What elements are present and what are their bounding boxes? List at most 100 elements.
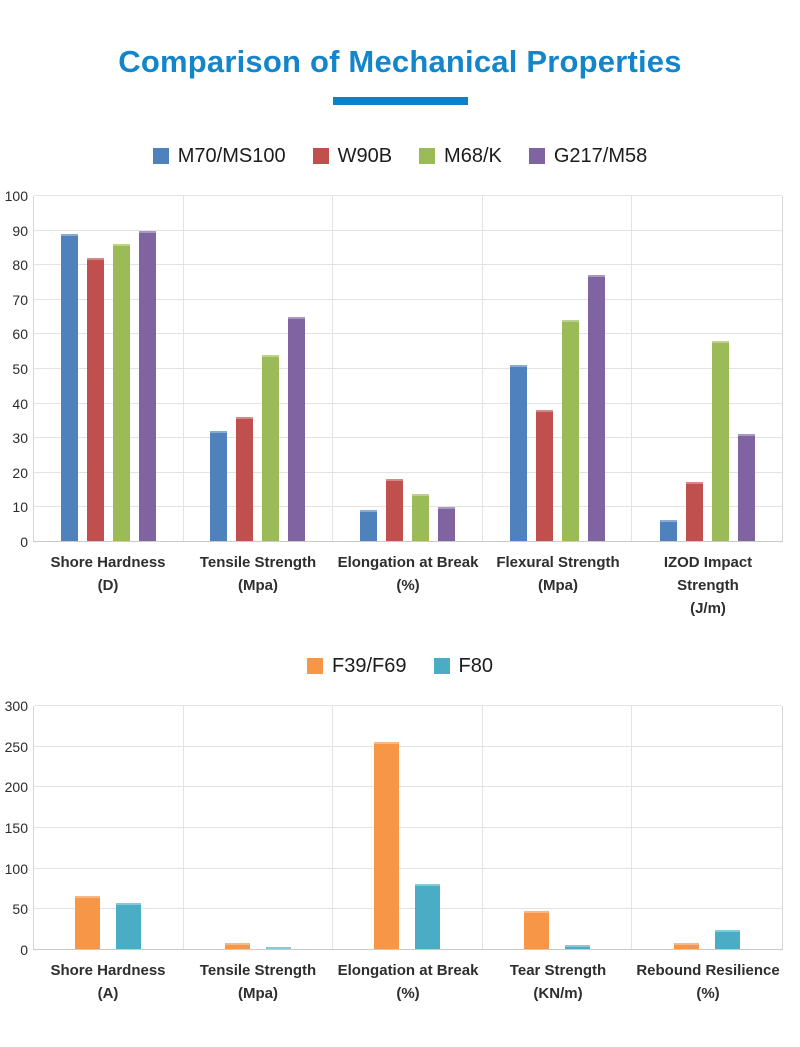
bottom-chart-x-labels: Shore Hardness (A) Tensile Strength (Mpa) El… [33, 959, 783, 1005]
y-axis-tick-label: 90 [12, 222, 28, 239]
bar-m68-k [262, 354, 280, 541]
bar-f39-f69 [75, 896, 101, 949]
y-axis-tick-label: 0 [20, 942, 28, 958]
gridline [34, 827, 782, 828]
bar-m68-k [411, 494, 429, 541]
y-axis-tick-label: 200 [4, 779, 28, 796]
category-name: Tensile Strength [199, 962, 317, 979]
x-axis-category-label: IZOD Impact Strength (J/m) [633, 551, 783, 620]
y-axis-tick-label: 60 [12, 326, 28, 343]
bar-m70-ms100 [210, 430, 228, 541]
gridline [34, 229, 782, 231]
category-column-elongation-at-break [333, 196, 483, 541]
gridline [34, 908, 782, 910]
top-bar-chart: 0 10 20 30 40 50 60 70 80 90 100 [0, 188, 800, 550]
bar-m70-ms100 [60, 233, 78, 541]
bar-g217-m58 [138, 230, 156, 541]
legend-item-w90b: W90B [312, 145, 392, 168]
gridline [34, 437, 782, 439]
title-underline-bar [332, 97, 468, 105]
bar-f80 [415, 884, 441, 949]
legend-swatch-icon [419, 148, 436, 164]
bottom-chart-plot-area [33, 705, 783, 950]
legend-label: F39/F69 [332, 654, 407, 677]
top-chart-legend: M70/MS100 W90B M68/K G217/M58 [0, 141, 800, 171]
category-name: Tear Strength [509, 962, 607, 979]
gridline [34, 264, 782, 266]
y-axis-tick-label: 150 [4, 820, 28, 836]
top-chart-x-labels: Shore Hardness (D) Tensile Strength (Mpa) El… [33, 551, 783, 620]
category-unit: (A) [97, 985, 119, 1002]
bar-f39-f69 [524, 910, 550, 949]
bar-f80 [265, 947, 291, 949]
bar-f80 [116, 902, 142, 949]
legend-label: M70/MS100 [177, 144, 286, 167]
y-axis-tick-label: 100 [4, 860, 28, 877]
category-column-tensile-strength [184, 196, 334, 541]
x-axis-category-label: Flexural Strength (Mpa) [483, 551, 633, 620]
x-axis-category-label: Shore Hardness (D) [33, 551, 183, 620]
y-axis-tick-label: 40 [12, 395, 28, 412]
bottom-chart-section: F39/F69 F80 0 50 100 150 200 250 300 Shore Hard… [0, 651, 800, 1005]
legend-item-f39-f69: F39/F69 [307, 654, 407, 678]
bar-m68-k [711, 340, 729, 541]
gridline [34, 471, 782, 473]
category-name: Elongation at Break [337, 962, 479, 979]
category-column-tensile-strength [184, 706, 334, 949]
gridline [34, 786, 782, 788]
bar-f39-f69 [224, 943, 250, 949]
category-unit: (Mpa) [238, 985, 278, 1002]
bar-w90b [385, 478, 403, 541]
bar-g217-m58 [737, 434, 755, 541]
y-axis-tick-label: 50 [12, 901, 28, 918]
category-name: Flexural Strength [496, 554, 620, 571]
y-axis-tick-label: 70 [12, 291, 28, 308]
category-name: Elongation at Break [337, 554, 479, 571]
bar-g217-m58 [288, 316, 306, 541]
bar-w90b [685, 482, 703, 541]
category-column-flexural-strength [483, 196, 633, 541]
top-chart-plot-area [33, 195, 783, 542]
x-axis-category-label: Tear Strength (KN/m) [483, 959, 633, 1005]
legend-item-m70-ms100: M70/MS100 [152, 144, 286, 168]
bottom-chart-columns [34, 706, 782, 949]
legend-item-f80: F80 [433, 654, 493, 678]
bar-f39-f69 [674, 943, 700, 949]
legend-swatch-icon [312, 148, 329, 164]
legend-label: F80 [458, 654, 493, 677]
bar-m70-ms100 [359, 509, 377, 541]
bar-f39-f69 [374, 742, 400, 949]
bar-g217-m58 [587, 275, 605, 541]
bottom-chart-y-axis: 0 50 100 150 200 250 300 [0, 698, 33, 958]
category-column-elongation-at-break [333, 706, 483, 949]
x-axis-category-label: Rebound Resilience (%) [633, 959, 783, 1005]
category-name: Tensile Strength [199, 554, 317, 571]
x-axis-category-label: Tensile Strength (Mpa) [183, 959, 333, 1005]
legend-swatch-icon [528, 148, 545, 164]
category-unit: (%) [396, 577, 420, 594]
gridline [34, 867, 782, 869]
y-axis-tick-label: 50 [12, 361, 28, 377]
legend-swatch-icon [152, 148, 169, 164]
top-chart-section: M70/MS100 W90B M68/K G217/M58 0 10 20 30 40 50 60… [0, 141, 800, 620]
bar-w90b [86, 258, 104, 541]
bar-m68-k [561, 320, 579, 541]
category-unit: (J/m) [690, 600, 726, 617]
category-name: IZOD Impact Strength [663, 554, 753, 594]
gridline [34, 705, 782, 706]
category-unit: (%) [396, 985, 420, 1002]
gridline [34, 506, 782, 508]
category-unit: (Mpa) [538, 577, 578, 594]
y-axis-tick-label: 300 [4, 698, 28, 714]
bar-f80 [715, 930, 741, 949]
legend-label: G217/M58 [553, 144, 648, 167]
bar-m68-k [112, 244, 130, 541]
bar-w90b [236, 416, 254, 541]
category-name: Shore Hardness [50, 554, 166, 571]
bar-m70-ms100 [509, 365, 527, 541]
category-unit: (D) [97, 577, 119, 594]
page-title: Comparison of Mechanical Properties [118, 44, 682, 79]
category-name: Rebound Resilience [636, 962, 780, 979]
legend-item-m68-k: M68/K [419, 145, 502, 168]
